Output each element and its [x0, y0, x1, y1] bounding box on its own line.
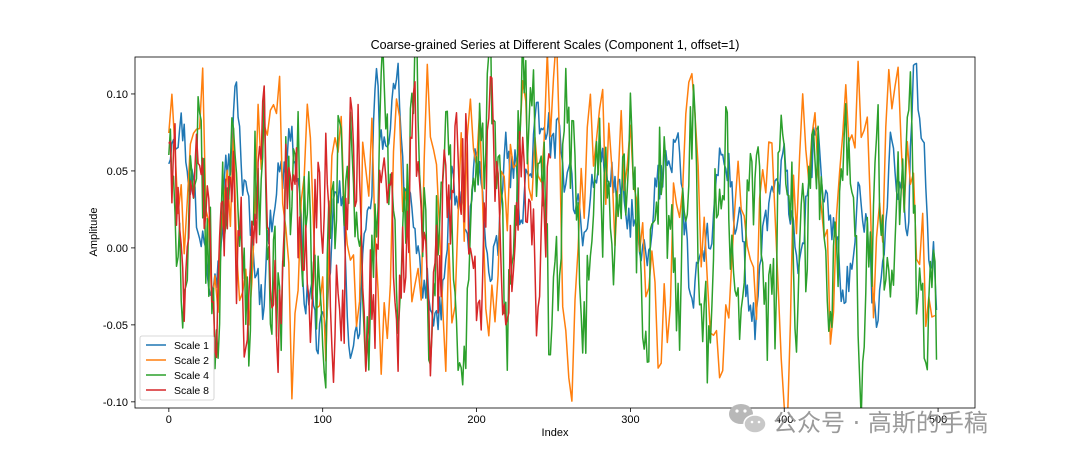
axes-frame [134, 56, 976, 409]
y-axis-label: Amplitude [88, 208, 100, 257]
x-axis: 0 100 200 300 400 500 [166, 408, 947, 426]
legend-label: Scale 1 [174, 340, 209, 352]
wechat-icon [729, 404, 767, 434]
legend-box [139, 335, 215, 401]
x-tick-label: 300 [621, 414, 639, 426]
legend-items: Scale 1 Scale 2 Scale 4 Scale 8 [146, 340, 209, 397]
chart-title: Coarse-grained Series at Different Scale… [371, 38, 740, 52]
y-axis: -0.10 -0.05 0.00 0.05 0.10 [103, 89, 135, 409]
legend-label: Scale 4 [174, 370, 209, 382]
y-tick-label: -0.05 [103, 320, 128, 332]
legend: Scale 1 Scale 2 Scale 4 Scale 8 [139, 335, 215, 401]
series-layer [168, 57, 938, 408]
watermark-text: 公众号 · 高斯的手稿 [773, 409, 988, 437]
x-tick-label: 0 [166, 414, 172, 426]
y-tick-label: 0.10 [107, 89, 128, 101]
watermark: 公众号 · 高斯的手稿 [729, 404, 988, 437]
x-tick-label: 400 [775, 414, 793, 426]
x-tick-label: 200 [467, 414, 485, 426]
x-tick-label: 500 [929, 414, 947, 426]
series-line-scale-8 [168, 75, 552, 384]
y-tick-label: 0.00 [107, 243, 128, 255]
y-tick-label: 0.05 [107, 166, 128, 178]
series-line-scale-2 [168, 57, 936, 408]
x-axis-label: Index [542, 427, 569, 439]
y-tick-label: -0.10 [103, 397, 128, 409]
plot-area: 0 100 200 300 400 500 -0.10 -0.05 0.00 0.05 0.10 [103, 56, 976, 426]
legend-label: Scale 2 [174, 355, 209, 367]
x-tick-label: 100 [314, 414, 332, 426]
legend-label: Scale 8 [174, 385, 209, 397]
